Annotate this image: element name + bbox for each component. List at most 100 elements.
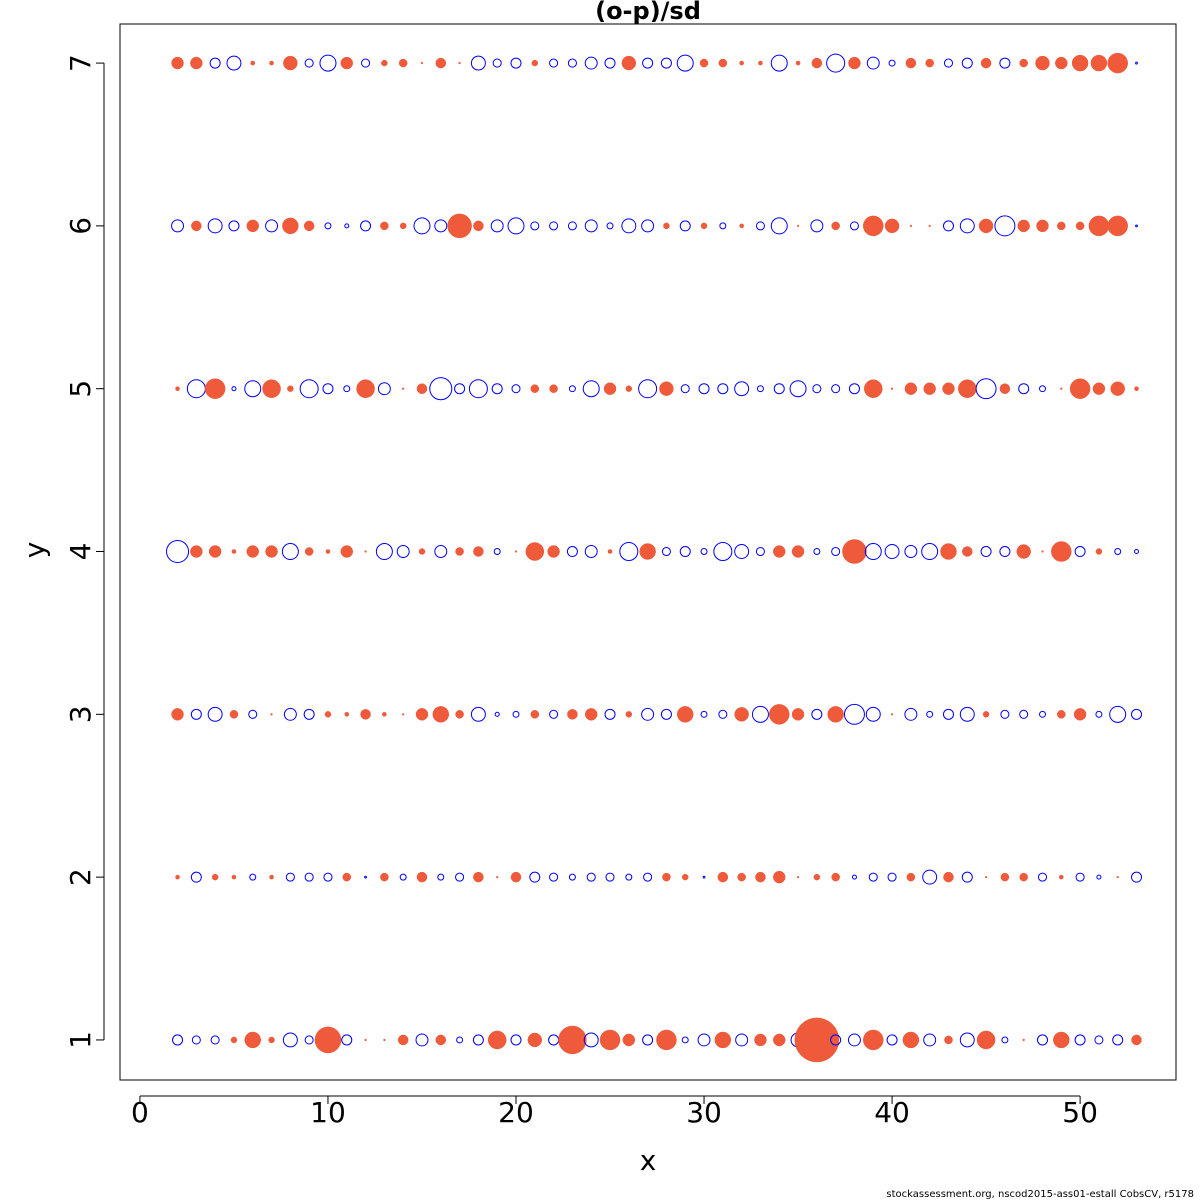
bubble: [510, 57, 522, 69]
bubble: [1131, 871, 1143, 883]
bubble: [207, 218, 223, 234]
bubble: [415, 708, 429, 721]
bubble: [447, 213, 472, 239]
bubble: [458, 61, 461, 65]
bubble: [324, 711, 332, 718]
bubble: [364, 875, 367, 879]
bubble: [643, 872, 653, 882]
bubble: [999, 57, 1011, 69]
bubble: [246, 219, 259, 233]
bubble: [396, 545, 410, 558]
bubble: [1016, 544, 1031, 559]
bubble: [364, 550, 367, 553]
bubble: [397, 1034, 409, 1046]
bubble: [925, 58, 934, 68]
bubble: [399, 222, 407, 230]
bubble: [758, 60, 763, 66]
bubble: [171, 56, 184, 70]
bubble: [567, 221, 577, 231]
bubble: [700, 548, 708, 555]
bubble: [529, 871, 541, 883]
bubble: [943, 871, 954, 883]
bubble: [851, 874, 857, 880]
bubble: [717, 383, 729, 395]
bubble: [415, 1033, 429, 1047]
bubble: [1109, 705, 1127, 723]
bubble: [244, 380, 262, 398]
bubble: [190, 545, 203, 558]
bubble: [314, 1026, 342, 1054]
bubble: [360, 709, 371, 720]
bubble: [1134, 386, 1139, 391]
bubble: [494, 711, 500, 717]
bubble: [810, 219, 824, 233]
bubble: [642, 1034, 654, 1046]
bubble: [830, 1034, 842, 1046]
bubble: [530, 221, 540, 231]
bubble: [961, 57, 973, 69]
bubble: [890, 713, 894, 716]
bubble: [549, 58, 559, 68]
bubble: [566, 546, 578, 558]
bubble: [639, 543, 656, 560]
y-tick-label: 3: [64, 705, 97, 723]
bubble: [344, 712, 350, 717]
bubble: [621, 55, 637, 71]
bubble: [434, 545, 448, 558]
bubble: [340, 56, 353, 70]
bubble: [831, 872, 840, 882]
bubble: [831, 546, 841, 557]
bubble: [455, 872, 465, 882]
bubble: [604, 708, 616, 720]
bubble: [773, 1033, 786, 1047]
bubble: [1116, 875, 1119, 879]
bubble: [265, 219, 279, 233]
y-tick-label: 7: [64, 54, 97, 72]
bubble: [926, 710, 934, 718]
y-tick-label: 1: [64, 1031, 97, 1049]
bubble: [735, 1033, 749, 1047]
bubble: [928, 224, 931, 228]
bubble: [250, 60, 256, 66]
bubble: [287, 385, 294, 392]
bubble: [510, 1034, 522, 1046]
bubble: [755, 871, 766, 883]
bubble: [1036, 1034, 1049, 1046]
y-axis-label: y: [18, 542, 51, 559]
bubble: [399, 873, 407, 881]
bubble: [734, 707, 749, 722]
bubble: [231, 549, 237, 554]
bubble: [656, 1029, 677, 1051]
bubble: [1075, 221, 1085, 231]
bubble: [246, 545, 259, 558]
bubble: [868, 872, 878, 882]
bubble: [530, 710, 540, 719]
bubble: [282, 1032, 298, 1048]
bubble: [755, 546, 765, 557]
x-tick-label: 30: [686, 1096, 722, 1129]
bubble: [625, 873, 633, 881]
bubble: [1131, 708, 1143, 720]
bubble: [364, 1038, 367, 1042]
bubble: [603, 382, 617, 395]
bubble: [739, 60, 744, 66]
bubble: [734, 544, 750, 559]
bubble: [888, 59, 896, 67]
bubble: [269, 60, 274, 66]
bubble: [549, 221, 559, 231]
bubble: [622, 1033, 636, 1047]
bubble: [660, 57, 672, 69]
bubble: [304, 58, 314, 68]
bubble: [641, 219, 655, 233]
bubble: [697, 1033, 711, 1047]
bubble: [191, 220, 202, 232]
bubble: [558, 1025, 587, 1055]
bubble: [398, 58, 408, 68]
bubble: [343, 385, 351, 393]
bubble: [811, 57, 823, 69]
bubble: [999, 546, 1011, 558]
bubble: [473, 546, 484, 557]
bubble: [249, 873, 257, 881]
bubble: [791, 708, 805, 721]
bubble: [843, 703, 865, 725]
